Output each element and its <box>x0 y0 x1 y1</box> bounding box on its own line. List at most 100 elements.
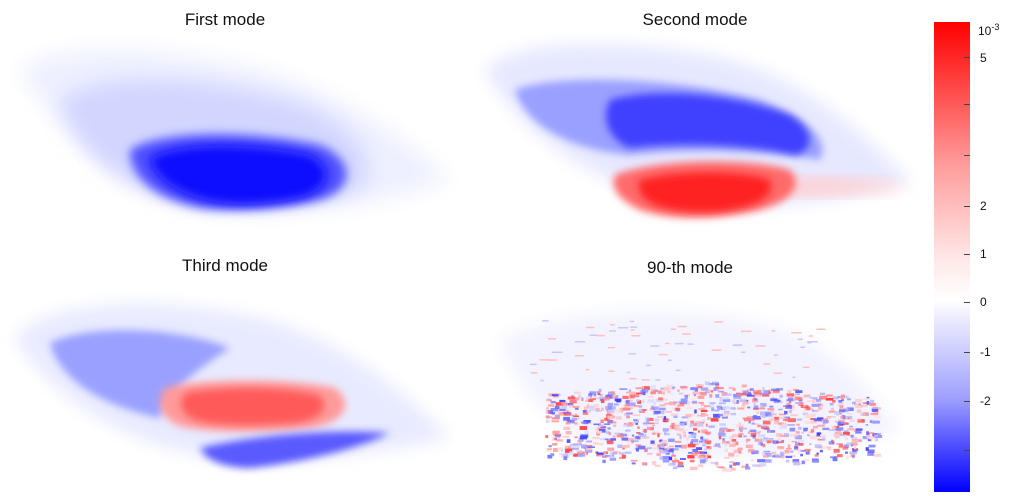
noise-pixel <box>765 411 772 416</box>
noise-pixel <box>690 432 697 436</box>
noise-pixel <box>817 417 824 420</box>
noise-pixel <box>611 395 615 400</box>
noise-pixel <box>609 330 616 332</box>
noise-pixel <box>787 389 792 394</box>
noise-pixel <box>752 435 756 439</box>
noise-pixel <box>836 454 843 458</box>
noise-pixel <box>569 451 574 456</box>
noise-pixel <box>614 432 621 435</box>
noise-pixel <box>851 442 858 446</box>
noise-pixel <box>718 390 724 393</box>
noise-pixel <box>716 387 724 390</box>
noise-pixel <box>622 446 625 450</box>
noise-pixel <box>551 412 555 416</box>
noise-pixel <box>873 433 881 436</box>
noise-pixel <box>698 464 704 468</box>
noise-pixel <box>839 402 845 405</box>
noise-pixel <box>833 396 839 400</box>
noise-pixel <box>658 397 663 401</box>
noise-pixel <box>726 428 731 432</box>
noise-pixel <box>749 418 755 422</box>
noise-pixel <box>645 448 648 451</box>
noise-pixel <box>775 441 784 444</box>
noise-pixel <box>733 449 740 454</box>
noise-pixel <box>719 467 726 469</box>
noise-pixel <box>733 463 737 466</box>
noise-pixel <box>627 441 631 446</box>
noise-pixel <box>870 399 875 404</box>
noise-pixel <box>862 412 869 416</box>
noise-pixel <box>841 394 846 398</box>
noise-pixel <box>719 397 722 400</box>
noise-pixel <box>833 434 841 437</box>
noise-pixel <box>689 459 695 463</box>
noise-pixel <box>847 428 854 431</box>
noise-pixel <box>675 405 680 410</box>
noise-pixel <box>598 428 606 433</box>
noise-pixel <box>858 439 862 442</box>
noise-pixel <box>751 459 754 462</box>
colorbar <box>934 22 970 492</box>
noise-pixel <box>608 432 612 436</box>
noise-pixel <box>819 395 827 400</box>
noise-pixel <box>677 461 684 466</box>
noise-pixel <box>843 408 849 413</box>
noise-pixel <box>610 451 618 455</box>
noise-pixel <box>697 395 705 399</box>
noise-pixel <box>807 430 810 435</box>
noise-pixel <box>691 400 697 404</box>
noise-pixel <box>624 451 632 454</box>
noise-pixel <box>568 446 574 450</box>
noise-pixel <box>644 386 650 390</box>
noise-pixel <box>663 430 667 434</box>
noise-pixel <box>579 442 582 445</box>
noise-pixel <box>682 429 688 432</box>
noise-pixel <box>730 407 736 410</box>
noise-pixel <box>695 384 704 388</box>
noise-pixel <box>554 414 560 418</box>
noise-pixel <box>843 434 848 438</box>
noise-pixel <box>652 424 656 427</box>
noise-pixel <box>613 424 617 427</box>
noise-pixel <box>762 455 769 458</box>
noise-pixel <box>701 429 708 434</box>
noise-pixel <box>685 414 692 418</box>
noise-pixel <box>818 403 822 406</box>
noise-pixel <box>720 397 728 400</box>
noise-pixel <box>546 448 552 451</box>
noise-pixel <box>626 415 630 419</box>
noise-pixel <box>636 448 639 452</box>
noise-pixel <box>621 437 629 441</box>
noise-pixel <box>751 422 755 425</box>
colorbar-tick <box>964 254 970 255</box>
noise-pixel <box>624 413 630 417</box>
noise-pixel <box>671 461 676 465</box>
colorbar-exponent: 10-3 <box>978 22 1000 38</box>
noise-pixel <box>606 438 612 442</box>
noise-pixel <box>608 370 615 372</box>
noise-pixel <box>547 409 551 414</box>
noise-pixel <box>795 390 803 393</box>
noise-pixel <box>747 391 751 396</box>
noise-pixel <box>568 419 572 422</box>
noise-pixel <box>764 459 772 463</box>
noise-pixel <box>702 441 706 445</box>
noise-pixel <box>574 423 578 426</box>
noise-pixel <box>808 335 813 337</box>
noise-pixel <box>624 412 632 415</box>
noise-pixel <box>547 359 557 361</box>
noise-pixel <box>816 328 826 330</box>
noise-pixel <box>819 449 823 453</box>
noise-pixel <box>695 421 702 424</box>
noise-pixel <box>777 400 781 402</box>
noise-pixel <box>560 405 568 409</box>
noise-pixel <box>656 453 661 456</box>
noise-pixel <box>641 462 647 466</box>
noise-pixel <box>792 405 795 409</box>
noise-pixel <box>563 426 571 430</box>
noise-pixel <box>650 440 655 444</box>
noise-pixel <box>855 398 862 403</box>
noise-pixel <box>783 416 790 419</box>
noise-pixel <box>772 454 776 457</box>
noise-pixel <box>686 437 689 441</box>
